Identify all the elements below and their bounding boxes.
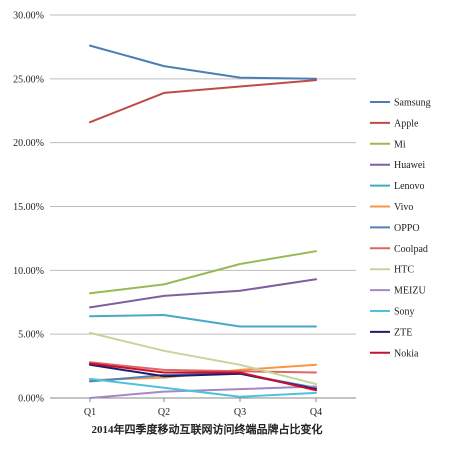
legend-label: ZTE xyxy=(394,327,412,338)
series-line-coolpad xyxy=(89,361,317,374)
series-line-lenovo xyxy=(89,314,317,328)
x-tick-label: Q1 xyxy=(84,407,96,418)
legend-label: Lenovo xyxy=(394,181,425,192)
y-tick-label: 5.00% xyxy=(18,330,44,341)
legend-label: Sony xyxy=(394,307,415,318)
grid xyxy=(50,14,356,399)
y-tick-label: 20.00% xyxy=(13,138,44,149)
series-line-sony xyxy=(89,377,317,398)
series-lines xyxy=(89,44,317,399)
x-tick-label: Q3 xyxy=(234,407,246,418)
legend-label: OPPO xyxy=(394,223,420,234)
legend-label: Huawei xyxy=(394,160,425,171)
legend-label: MEIZU xyxy=(394,286,426,297)
series-line-mi xyxy=(89,250,317,295)
axes: 0.00% 5.00% 10.00% 15.00% 20.00% 25.00% 30.00%… xyxy=(13,11,322,419)
series-line-apple xyxy=(89,79,317,124)
series-line-samsung xyxy=(89,44,317,80)
y-tick-label: 10.00% xyxy=(13,266,44,277)
legend: Samsung Apple Mi Huawei Lenovo Vivo OPPO Coolpa… xyxy=(370,98,431,359)
y-tick-label: 0.00% xyxy=(18,394,44,405)
series-line-nokia xyxy=(89,362,317,392)
legend-label: HTC xyxy=(394,265,414,276)
legend-label: Nokia xyxy=(394,348,419,359)
legend-label: Mi xyxy=(394,139,406,150)
legend-label: Apple xyxy=(394,118,419,129)
x-tick-label: Q2 xyxy=(158,407,170,418)
y-tick-label: 30.00% xyxy=(13,11,44,22)
legend-label: Vivo xyxy=(394,202,413,213)
legend-label: Coolpad xyxy=(394,244,428,255)
y-tick-label: 25.00% xyxy=(13,74,44,85)
legend-label: Samsung xyxy=(394,98,431,109)
series-line-htc xyxy=(89,331,317,385)
series-line-meizu xyxy=(89,385,317,399)
x-tick-label: Q4 xyxy=(310,407,322,418)
x-axis-label: 2014年四季度移动互联网访问终端品牌占比变化 xyxy=(92,422,323,436)
series-line-huawei xyxy=(89,278,317,309)
y-tick-label: 15.00% xyxy=(13,202,44,213)
